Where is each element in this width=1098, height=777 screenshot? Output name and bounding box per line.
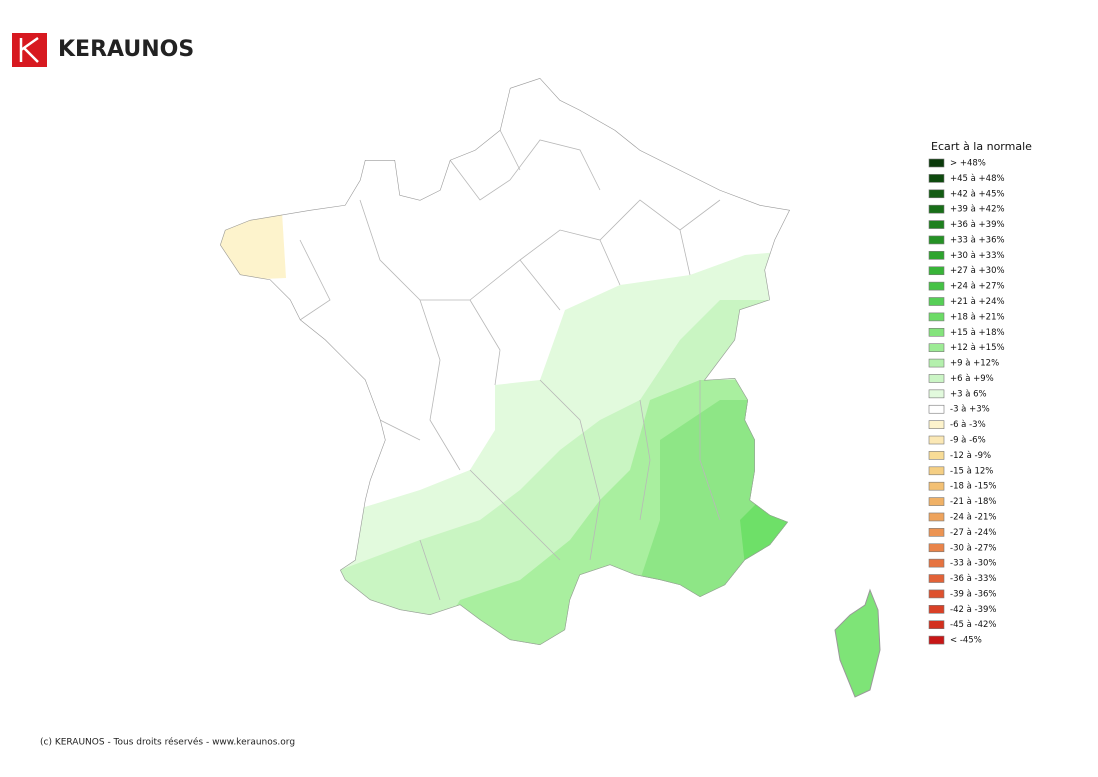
legend-label: +27 à +30% — [950, 266, 1005, 276]
legend-label: +36 à +39% — [950, 220, 1005, 230]
legend-swatch — [928, 451, 945, 460]
legend-swatch — [928, 404, 945, 414]
legend-label: -42 à -39% — [950, 605, 996, 615]
legend-swatch — [928, 281, 945, 291]
footer: (c) KERAUNOS - Tous droits réservés - ww… — [40, 737, 295, 748]
legend-swatch — [928, 512, 945, 522]
legend-swatch — [928, 389, 945, 399]
legend-label: +15 à +18% — [950, 328, 1005, 338]
legend-swatch — [928, 251, 945, 260]
legend-swatch — [928, 204, 945, 214]
legend-swatch — [928, 374, 945, 383]
legend-label: +21 à +24% — [950, 297, 1005, 307]
legend-swatch — [928, 589, 945, 599]
legend-label: +9 à +12% — [950, 359, 999, 369]
legend-label: +3 à 6% — [950, 389, 987, 399]
logo-k — [19, 36, 39, 63]
legend-swatch — [928, 528, 945, 537]
legend-label: -45 à -42% — [950, 620, 996, 630]
legend-label: +30 à +33% — [950, 251, 1005, 261]
legend-label: +18 à +21% — [950, 312, 1005, 322]
legend-label: -15 à 12% — [950, 466, 993, 476]
legend-label: < -45% — [950, 636, 982, 646]
legend-title: Ecart à la normale — [931, 140, 1032, 153]
legend-label: -21 à -18% — [950, 497, 996, 507]
legend-swatch — [928, 620, 945, 630]
legend: > +48% +45 à +48% +42 à +45% +39 à +42% +36 … — [928, 158, 1005, 646]
legend-swatch — [928, 312, 945, 322]
corsica — [834, 588, 881, 698]
legend-swatch — [928, 343, 945, 352]
legend-label: > +48% — [950, 159, 986, 169]
legend-swatch — [928, 235, 945, 245]
legend-label: +33 à +36% — [950, 235, 1005, 245]
legend-swatch — [928, 543, 945, 553]
legend-label: -30 à -27% — [950, 543, 996, 553]
legend-swatch — [928, 420, 945, 429]
legend-swatch — [928, 435, 945, 445]
legend-label: +42 à +45% — [950, 189, 1005, 199]
legend-swatch — [928, 358, 945, 368]
legend-label: +12 à +15% — [950, 343, 1005, 353]
legend-label: -18 à -15% — [950, 482, 996, 492]
legend-label: -12 à -9% — [950, 451, 991, 461]
legend-swatch — [928, 220, 945, 229]
legend-label: +24 à +27% — [950, 282, 1005, 292]
legend-swatch — [928, 558, 945, 568]
legend-swatch — [928, 466, 945, 476]
logo-mark — [12, 33, 47, 67]
legend-label: -3 à +3% — [950, 405, 990, 415]
legend-swatch — [928, 174, 945, 183]
legend-swatch — [928, 158, 945, 168]
legend-swatch — [928, 327, 945, 337]
france-map — [220, 78, 790, 645]
legend-swatch — [928, 481, 945, 491]
legend-swatch — [928, 266, 945, 276]
legend-swatch — [928, 635, 945, 645]
legend-label: +39 à +42% — [950, 205, 1005, 215]
legend-swatch — [928, 189, 945, 199]
brand: KERAUNOS — [58, 37, 194, 62]
legend-label: -6 à -3% — [950, 420, 986, 430]
legend-label: -33 à -30% — [950, 559, 996, 569]
legend-label: -27 à -24% — [950, 528, 996, 538]
legend-swatch — [928, 605, 945, 614]
legend-label: -39 à -36% — [950, 589, 996, 599]
legend-swatch — [928, 497, 945, 506]
legend-label: -36 à -33% — [950, 574, 996, 584]
legend-label: -24 à -21% — [950, 512, 996, 522]
legend-label: -9 à -6% — [950, 436, 986, 446]
legend-swatch — [928, 574, 945, 583]
legend-label: +6 à +9% — [950, 374, 994, 384]
legend-label: +45 à +48% — [950, 174, 1005, 184]
legend-swatch — [928, 297, 945, 306]
